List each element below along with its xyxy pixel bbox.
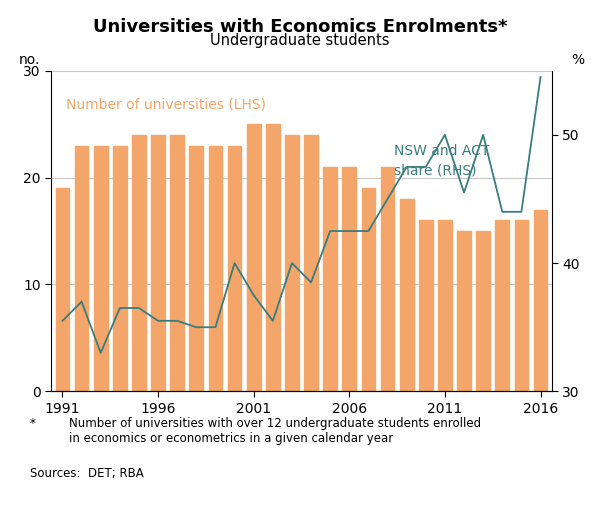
Bar <box>362 188 376 391</box>
Text: Sources:  DET; RBA: Sources: DET; RBA <box>30 467 144 480</box>
Bar <box>190 145 203 391</box>
Text: Number of universities (LHS): Number of universities (LHS) <box>66 98 266 112</box>
Text: *: * <box>30 417 36 430</box>
Bar <box>151 135 165 391</box>
Bar <box>496 220 509 391</box>
Bar <box>227 145 241 391</box>
Bar <box>533 210 547 391</box>
Bar <box>323 167 337 391</box>
Bar <box>457 231 471 391</box>
Text: NSW and ACT: NSW and ACT <box>394 144 490 159</box>
Bar <box>285 135 299 391</box>
Text: Undergraduate students: Undergraduate students <box>210 33 390 48</box>
Bar <box>132 135 146 391</box>
Text: no.: no. <box>19 54 40 68</box>
Bar <box>515 220 528 391</box>
Bar <box>209 145 223 391</box>
Text: share (RHS): share (RHS) <box>394 164 476 178</box>
Bar <box>400 199 413 391</box>
Bar <box>438 220 452 391</box>
Bar <box>170 135 184 391</box>
Text: %: % <box>571 54 584 68</box>
Bar <box>343 167 356 391</box>
Bar <box>113 145 127 391</box>
Bar <box>380 167 394 391</box>
Bar <box>419 220 433 391</box>
Bar <box>266 124 280 391</box>
Bar <box>56 188 70 391</box>
Bar <box>476 231 490 391</box>
Text: Number of universities with over 12 undergraduate students enrolled
in economics: Number of universities with over 12 unde… <box>69 417 481 444</box>
Bar <box>304 135 318 391</box>
Bar <box>94 145 107 391</box>
Bar <box>75 145 88 391</box>
Text: Universities with Economics Enrolments*: Universities with Economics Enrolments* <box>93 18 507 36</box>
Bar <box>247 124 260 391</box>
